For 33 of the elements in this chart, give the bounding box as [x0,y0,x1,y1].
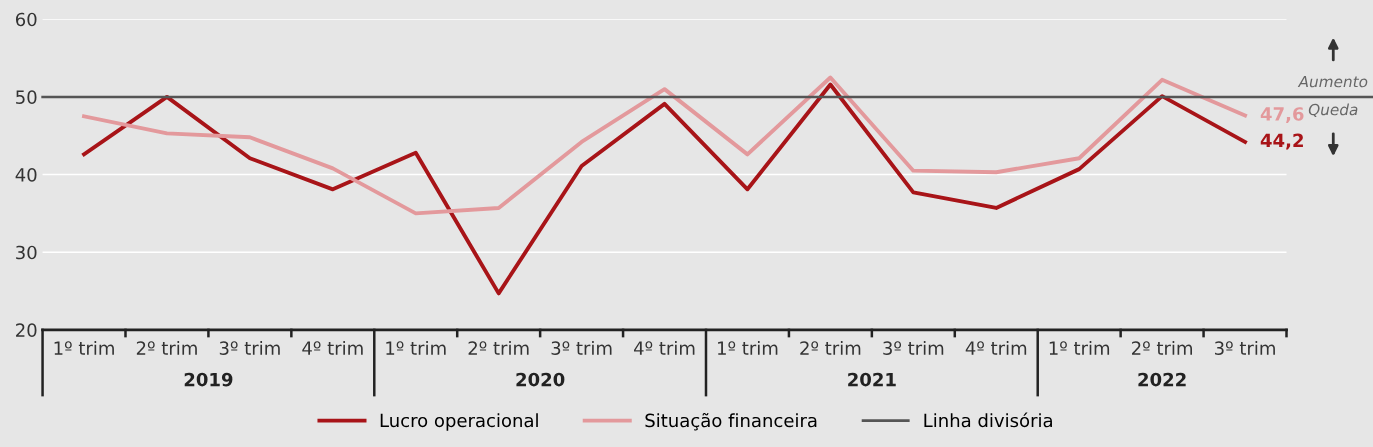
x-tick-label: 4º trim [302,341,363,355]
y-tick-label: 30 [16,245,37,260]
x-tick-label: 1º trim [718,341,778,355]
x-tick-label: 1º trim [54,341,114,355]
text: 2021 [848,372,896,387]
x-tick-label: 4º trim [634,341,695,355]
x-tick-label: 2º trim [468,341,529,355]
x-tick-label: 3º trim [883,341,944,355]
line-series [82,75,1247,216]
legend-label: Linha divisória [924,412,1052,428]
text: 2019 [184,372,233,387]
y-tick-label: 60 [15,12,37,27]
text: 2020 [516,372,565,387]
data-label: 47,6 [1260,107,1304,124]
x-tick-label: 3º trim [551,341,612,355]
annotation: Aumento [1297,75,1368,88]
annotation: Queda [1308,103,1358,118]
y-tick-label: 40 [15,168,37,182]
y-tick-label: 50 [16,90,37,104]
x-tick-label: 4º trim [965,341,1027,355]
x-tick-label: 2º trim [1132,341,1192,355]
legend-label: Lucro operacional [380,413,538,431]
text: 2022 [1138,372,1186,387]
x-tick-label: 3º trim [219,341,280,355]
line-series [82,82,1247,296]
y-tick-label: 20 [16,323,37,337]
x-tick-label: 3º trim [1214,341,1275,355]
legend-label: Situação financeira [645,412,817,431]
x-tick-label: 1º trim [386,341,446,355]
x-tick-label: 2º trim [800,341,861,355]
x-tick-label: 1º trim [1049,341,1110,355]
data-label: 44,2 [1260,133,1303,150]
x-tick-label: 2º trim [136,341,197,355]
